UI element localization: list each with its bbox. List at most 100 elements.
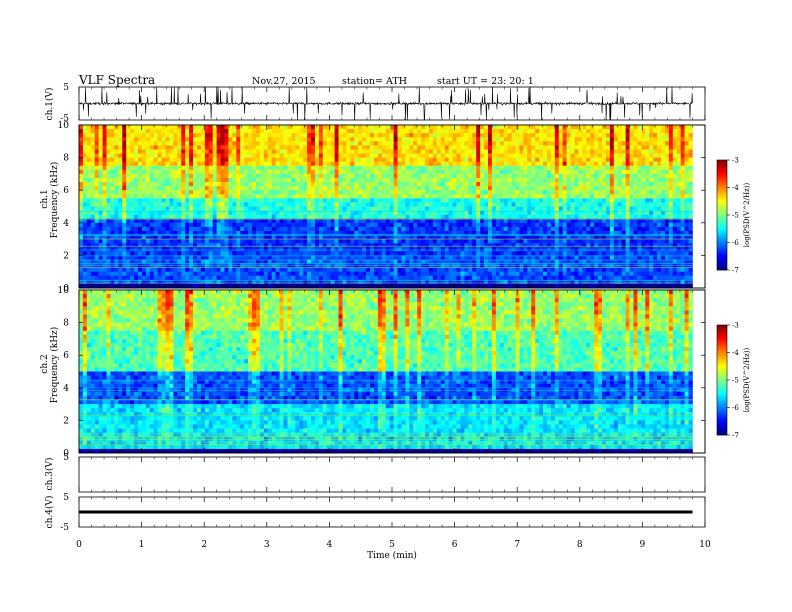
spectrogram-cell bbox=[244, 182, 248, 186]
spectrogram-cell bbox=[437, 145, 441, 149]
spectrogram-cell bbox=[221, 182, 225, 186]
spectrogram-cell bbox=[516, 186, 520, 190]
spectrogram-cell bbox=[169, 190, 173, 194]
spectrogram-cell bbox=[173, 149, 177, 153]
spectrogram-cell bbox=[425, 272, 429, 276]
spectrogram-cell bbox=[457, 223, 461, 227]
spectrogram-cell bbox=[209, 268, 213, 272]
spectrogram-cell bbox=[362, 202, 366, 206]
spectrogram-cell bbox=[264, 137, 268, 141]
spectrogram-cell bbox=[107, 141, 111, 145]
spectrogram-cell bbox=[248, 239, 252, 243]
spectrogram-cell bbox=[547, 154, 551, 158]
spectrogram-cell bbox=[311, 247, 315, 251]
spectrogram-cell bbox=[103, 268, 107, 272]
spectrogram-cell bbox=[240, 186, 244, 190]
spectrogram-cell bbox=[358, 227, 362, 231]
spectrogram-cell bbox=[531, 268, 535, 272]
spectrogram-cell bbox=[350, 166, 354, 170]
spectrogram-cell bbox=[323, 158, 327, 162]
spectrogram-cell bbox=[307, 207, 311, 211]
spectrogram-cell bbox=[154, 154, 158, 158]
spectrogram-cell bbox=[110, 202, 114, 206]
spectrogram-cell bbox=[169, 154, 173, 158]
spectrogram-cell bbox=[346, 170, 350, 174]
spectrogram-cell bbox=[103, 190, 107, 194]
spectrogram-cell bbox=[150, 133, 154, 137]
spectrogram-cell bbox=[95, 247, 99, 251]
spectrogram-cell bbox=[134, 178, 138, 182]
spectrogram-cell bbox=[567, 190, 571, 194]
spectrogram-cell bbox=[272, 227, 276, 231]
spectrogram-cell bbox=[543, 166, 547, 170]
spectrogram-cell bbox=[457, 158, 461, 162]
spectrogram-cell bbox=[169, 268, 173, 272]
spectrogram-cell bbox=[445, 166, 449, 170]
spectrogram-cell bbox=[260, 133, 264, 137]
spectrogram-cell bbox=[99, 276, 103, 280]
spectrogram-cell bbox=[559, 125, 563, 129]
spectrogram-cell bbox=[158, 239, 162, 243]
spectrogram-cell bbox=[457, 133, 461, 137]
spectrogram-cell bbox=[339, 272, 343, 276]
spectrogram-cell bbox=[177, 174, 181, 178]
spectrogram-cell bbox=[103, 202, 107, 206]
spectrogram-cell bbox=[173, 186, 177, 190]
spectrogram-cell bbox=[150, 170, 154, 174]
spectrogram-cell bbox=[323, 178, 327, 182]
spectrogram-cell bbox=[181, 133, 185, 137]
spectrogram-cell bbox=[256, 227, 260, 231]
spectrogram-cell bbox=[287, 239, 291, 243]
spectrogram-cell bbox=[91, 170, 95, 174]
spectrogram-cell bbox=[303, 158, 307, 162]
spectrogram-cell bbox=[445, 276, 449, 280]
spectrogram-cell bbox=[276, 202, 280, 206]
spectrogram-cell bbox=[118, 170, 122, 174]
spectrogram-cell bbox=[287, 227, 291, 231]
spectrogram-cell bbox=[295, 125, 299, 129]
spectrogram-cell bbox=[280, 141, 284, 145]
spectrogram-cell bbox=[370, 247, 374, 251]
spectrogram-cell bbox=[99, 149, 103, 153]
spectrogram-cell bbox=[99, 272, 103, 276]
spectrogram-cell bbox=[409, 268, 413, 272]
spectrogram-cell bbox=[504, 149, 508, 153]
spectrogram-cell bbox=[110, 264, 114, 268]
spectrogram-cell bbox=[350, 125, 354, 129]
spectrogram-cell bbox=[535, 264, 539, 268]
spectrogram-cell bbox=[527, 276, 531, 280]
spectrogram-cell bbox=[563, 166, 567, 170]
spectrogram-cell bbox=[512, 198, 516, 202]
spectrogram-cell bbox=[449, 247, 453, 251]
spectrogram-cell bbox=[413, 170, 417, 174]
spectrogram-cell bbox=[484, 182, 488, 186]
spectrogram-cell bbox=[421, 145, 425, 149]
spectrogram-cell bbox=[287, 198, 291, 202]
spectrogram-cell bbox=[213, 190, 217, 194]
spectrogram-cell bbox=[339, 251, 343, 255]
spectrogram-cell bbox=[142, 194, 146, 198]
spectrogram-cell bbox=[256, 215, 260, 219]
spectrogram-cell bbox=[79, 166, 83, 170]
spectrogram-cell bbox=[555, 264, 559, 268]
spectrogram-cell bbox=[472, 190, 476, 194]
spectrogram-cell bbox=[146, 178, 150, 182]
spectrogram-cell bbox=[79, 239, 83, 243]
spectrogram-cell bbox=[563, 264, 567, 268]
spectrogram-cell bbox=[228, 264, 232, 268]
spectrogram-cell bbox=[401, 227, 405, 231]
spectrogram-cell bbox=[299, 190, 303, 194]
spectrogram-cell bbox=[232, 202, 236, 206]
spectrogram-cell bbox=[460, 243, 464, 247]
spectrogram-cell bbox=[134, 239, 138, 243]
spectrogram-cell bbox=[421, 251, 425, 255]
spectrogram-cell bbox=[472, 223, 476, 227]
spectrogram-cell bbox=[519, 141, 523, 145]
spectrogram-cell bbox=[232, 162, 236, 166]
spectrogram-cell bbox=[264, 194, 268, 198]
spectrogram-cell bbox=[476, 243, 480, 247]
spectrogram-cell bbox=[315, 186, 319, 190]
spectrogram-cell bbox=[504, 158, 508, 162]
spectrogram-cell bbox=[563, 145, 567, 149]
spectrogram-cell bbox=[142, 137, 146, 141]
